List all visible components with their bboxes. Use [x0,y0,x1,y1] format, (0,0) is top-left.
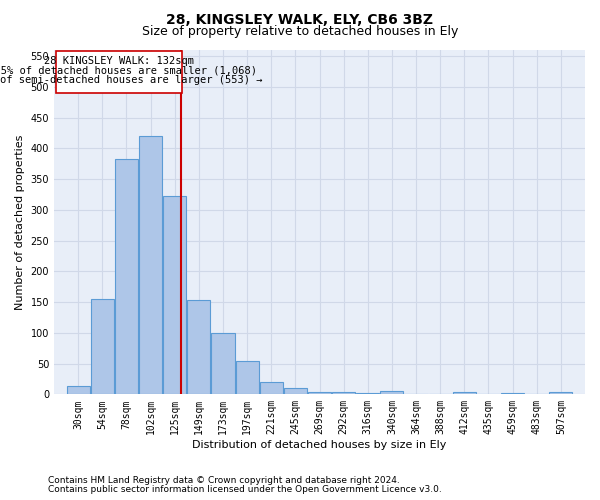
Y-axis label: Number of detached properties: Number of detached properties [15,134,25,310]
Text: Contains public sector information licensed under the Open Government Licence v3: Contains public sector information licen… [48,484,442,494]
Bar [284,388,307,394]
Bar [453,392,476,394]
Bar [308,392,331,394]
Bar [260,382,283,394]
Bar [56,51,182,93]
Bar [163,196,186,394]
Bar [501,393,524,394]
Text: 28, KINGSLEY WALK, ELY, CB6 3BZ: 28, KINGSLEY WALK, ELY, CB6 3BZ [167,12,433,26]
Bar [67,386,90,394]
Text: ← 65% of detached houses are smaller (1,068): ← 65% of detached houses are smaller (1,… [0,66,257,76]
Bar [187,300,211,394]
X-axis label: Distribution of detached houses by size in Ely: Distribution of detached houses by size … [193,440,447,450]
Text: Contains HM Land Registry data © Crown copyright and database right 2024.: Contains HM Land Registry data © Crown c… [48,476,400,485]
Bar [91,299,114,394]
Bar [236,360,259,394]
Bar [115,159,138,394]
Text: Size of property relative to detached houses in Ely: Size of property relative to detached ho… [142,25,458,38]
Bar [550,392,572,394]
Text: 28 KINGSLEY WALK: 132sqm: 28 KINGSLEY WALK: 132sqm [44,56,194,66]
Bar [380,392,403,394]
Text: 34% of semi-detached houses are larger (553) →: 34% of semi-detached houses are larger (… [0,74,263,85]
Bar [356,393,379,394]
Bar [332,392,355,394]
Bar [139,136,162,394]
Bar [211,333,235,394]
